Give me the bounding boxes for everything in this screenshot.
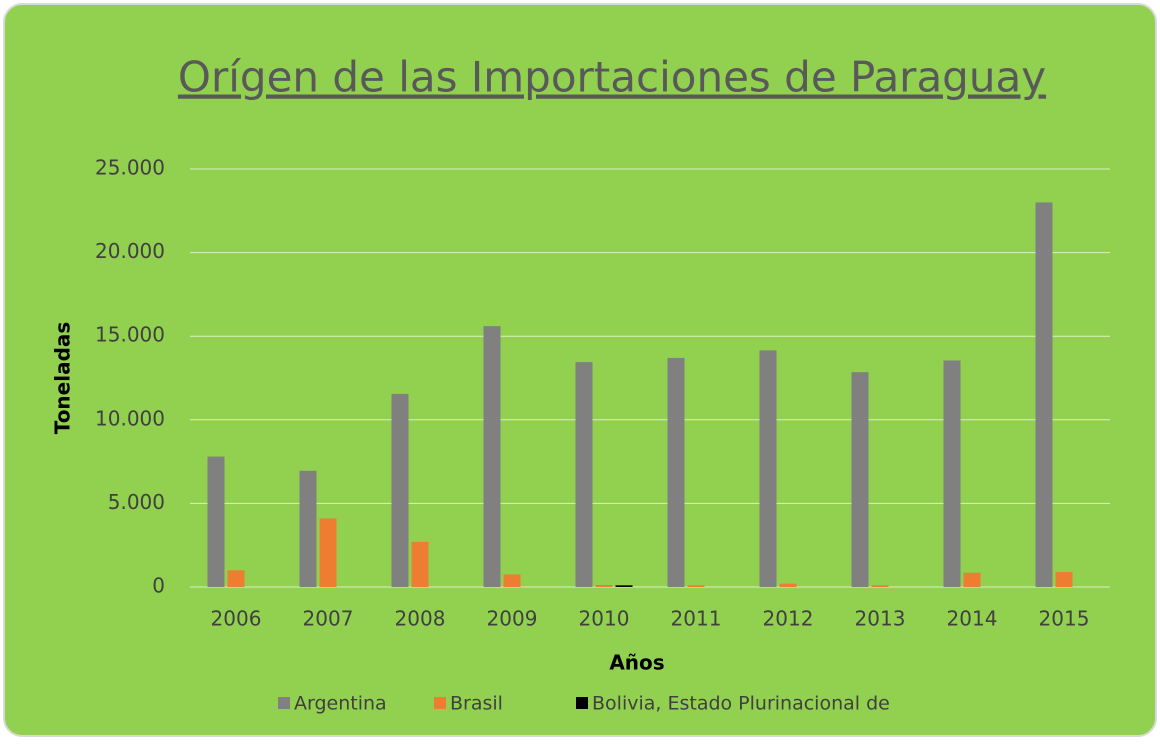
x-tick-label: 2014 — [947, 607, 998, 631]
x-tick-label: 2007 — [303, 607, 354, 631]
x-tick-label: 2006 — [211, 607, 262, 631]
bar — [227, 570, 245, 587]
legend-swatch — [576, 697, 588, 709]
bar — [615, 585, 633, 587]
x-tick-label: 2010 — [579, 607, 630, 631]
bar — [575, 362, 593, 587]
y-tick-label: 20.000 — [95, 239, 165, 263]
chart-title: Orígen de las Importaciones de Paraguay — [178, 53, 1046, 102]
x-axis-label: Años — [609, 651, 664, 675]
y-tick-label: 15.000 — [95, 323, 165, 347]
bar — [759, 350, 777, 587]
legend-swatch — [434, 697, 446, 709]
legend-label: Bolivia, Estado Plurinacional de — [592, 693, 890, 715]
bar — [391, 393, 409, 587]
bar — [483, 326, 501, 587]
legend-swatch — [278, 697, 290, 709]
bar — [299, 470, 317, 587]
y-tick-label: 5.000 — [108, 490, 165, 514]
bar — [1055, 571, 1073, 587]
legend-label: Brasil — [450, 693, 503, 715]
bar — [1035, 202, 1053, 587]
x-tick-label: 2012 — [763, 607, 814, 631]
bar — [595, 584, 613, 587]
y-tick-label: 25.000 — [95, 156, 165, 180]
bar — [207, 456, 225, 587]
y-axis-label: Toneladas — [51, 322, 75, 435]
x-tick-label: 2011 — [671, 607, 722, 631]
bar — [503, 574, 521, 587]
x-tick-label: 2013 — [855, 607, 906, 631]
bar — [667, 357, 685, 587]
legend-label: Argentina — [294, 693, 387, 715]
x-tick-label: 2008 — [395, 607, 446, 631]
bar — [963, 572, 981, 587]
y-tick-label: 10.000 — [95, 406, 165, 430]
y-tick-label: 0 — [152, 574, 165, 598]
x-tick-label: 2015 — [1039, 607, 1090, 631]
bar — [943, 360, 961, 587]
bar — [779, 583, 797, 587]
bar — [319, 518, 337, 587]
bar — [411, 541, 429, 587]
x-tick-label: 2009 — [487, 607, 538, 631]
bar — [851, 372, 869, 587]
bar — [687, 585, 705, 587]
bar — [871, 585, 889, 587]
